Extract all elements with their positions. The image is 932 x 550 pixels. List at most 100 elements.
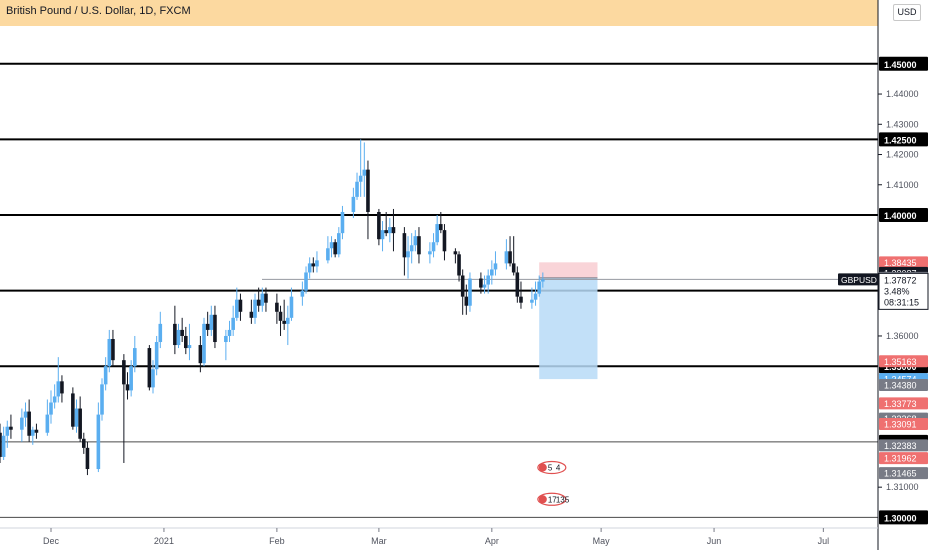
candle-body[interactable] [351, 196, 356, 212]
candle-body[interactable] [315, 260, 319, 267]
candle-body[interactable] [406, 251, 410, 258]
candle-body[interactable] [122, 360, 126, 385]
candle-body[interactable] [519, 296, 523, 303]
candle-body[interactable] [384, 230, 388, 234]
candle-body[interactable] [402, 233, 407, 258]
candle-body[interactable] [358, 175, 363, 182]
candle-body[interactable] [304, 272, 308, 291]
candle-body[interactable] [286, 317, 290, 324]
candle-body[interactable] [329, 242, 334, 249]
candle-body[interactable] [442, 230, 447, 252]
candle-body[interactable] [380, 230, 385, 240]
candle-body[interactable] [337, 233, 341, 255]
candle-body[interactable] [27, 411, 31, 436]
candle-body[interactable] [9, 426, 13, 430]
candle-body[interactable] [224, 335, 228, 343]
candle-body[interactable] [362, 169, 367, 176]
candle-body[interactable] [486, 275, 490, 285]
candle-body[interactable] [202, 323, 206, 364]
candle-body[interactable] [49, 402, 53, 415]
candle-body[interactable] [355, 181, 359, 197]
candle-body[interactable] [340, 211, 345, 234]
candle-body[interactable] [537, 281, 541, 294]
candle-body[interactable] [235, 299, 239, 318]
candle-body[interactable] [541, 279, 545, 282]
candle-body[interactable] [413, 236, 418, 246]
candle-body[interactable] [107, 338, 112, 367]
candle-body[interactable] [173, 323, 177, 346]
candle-body[interactable] [453, 251, 458, 255]
candle-body[interactable] [180, 329, 184, 336]
candle-body[interactable] [151, 369, 155, 388]
candle-body[interactable] [249, 311, 254, 318]
candle-body[interactable] [275, 302, 279, 312]
candle-body[interactable] [264, 293, 268, 303]
candle-body[interactable] [468, 278, 472, 306]
candle-body[interactable] [428, 251, 432, 255]
candle-body[interactable] [125, 384, 130, 391]
candle-body[interactable] [253, 299, 257, 318]
candle-body[interactable] [493, 263, 498, 270]
position-stop-zone[interactable] [539, 262, 598, 278]
candle-body[interactable] [96, 414, 101, 470]
candle-body[interactable] [158, 323, 163, 343]
candle-body[interactable] [81, 438, 86, 448]
candle-body[interactable] [5, 426, 10, 436]
candle-body[interactable] [52, 396, 57, 403]
currency-button[interactable]: USD [893, 4, 921, 21]
candle-body[interactable] [103, 366, 108, 385]
candle-body[interactable] [391, 227, 396, 234]
candle-body[interactable] [366, 169, 370, 212]
candle-body[interactable] [85, 447, 90, 470]
candle-body[interactable] [30, 429, 35, 436]
candle-body[interactable] [256, 299, 261, 306]
candle-body[interactable] [289, 296, 294, 318]
candle-body[interactable] [300, 290, 305, 297]
candle-body[interactable] [34, 429, 39, 433]
candle-body[interactable] [213, 314, 217, 343]
candle-body[interactable] [457, 254, 461, 276]
candle-body[interactable] [508, 251, 512, 264]
candle-body[interactable] [187, 345, 192, 349]
candle-body[interactable] [311, 263, 316, 267]
candle-body[interactable] [377, 211, 381, 240]
candle-body[interactable] [0, 432, 2, 457]
candle-body[interactable] [111, 338, 115, 361]
candle-body[interactable] [227, 329, 232, 336]
candle-body[interactable] [260, 293, 265, 306]
candle-body[interactable] [417, 236, 421, 255]
candle-body[interactable] [60, 381, 64, 394]
candle-body[interactable] [231, 317, 235, 330]
candle-body[interactable] [74, 408, 79, 427]
candle-body[interactable] [515, 272, 520, 297]
candle-body[interactable] [71, 393, 75, 427]
candle-body[interactable] [129, 366, 133, 391]
candle-body[interactable] [100, 384, 104, 415]
candle-body[interactable] [435, 224, 439, 243]
candle-body[interactable] [530, 299, 534, 303]
candle-body[interactable] [482, 284, 487, 288]
candle-body[interactable] [154, 342, 159, 370]
candle-body[interactable] [278, 311, 283, 321]
candle-body[interactable] [176, 329, 181, 346]
candle-body[interactable] [56, 381, 61, 397]
candle-body[interactable] [511, 263, 516, 273]
candle-body[interactable] [1, 435, 6, 457]
candle-body[interactable] [490, 269, 494, 276]
candle-body[interactable] [504, 251, 509, 264]
candle-body[interactable] [460, 275, 465, 297]
candle-body[interactable] [464, 296, 469, 306]
candle-body[interactable] [282, 320, 286, 324]
candle-body[interactable] [431, 242, 436, 252]
candle-body[interactable] [20, 417, 24, 430]
candle-body[interactable] [198, 345, 203, 364]
candle-body[interactable] [333, 242, 337, 255]
candle-body[interactable] [409, 245, 414, 252]
candle-body[interactable] [209, 314, 214, 330]
candle-body[interactable] [205, 323, 210, 330]
candle-body[interactable] [307, 263, 312, 273]
candle-body[interactable] [78, 408, 82, 439]
candle-body[interactable] [326, 248, 330, 261]
candle-body[interactable] [23, 411, 28, 418]
